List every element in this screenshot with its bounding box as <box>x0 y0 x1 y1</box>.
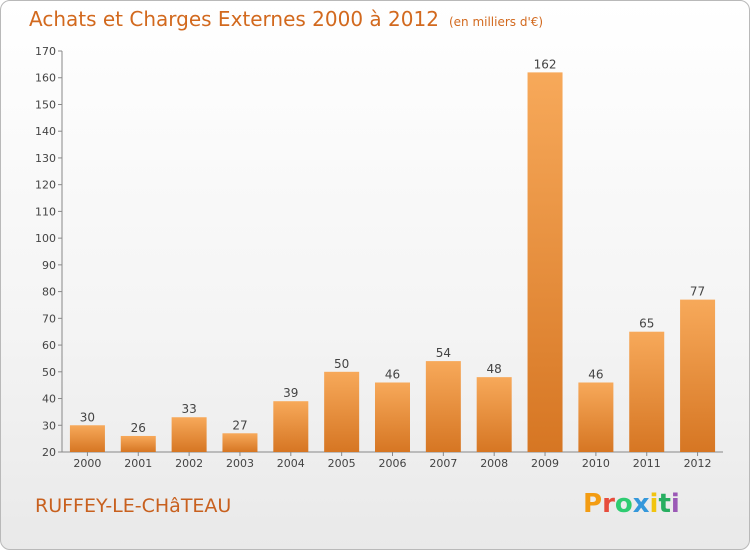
value-label-2003: 27 <box>232 418 247 432</box>
x-tick-label-2005: 2005 <box>328 457 356 470</box>
y-tick-label: 110 <box>35 205 56 218</box>
value-label-2008: 48 <box>487 362 502 376</box>
value-label-2001: 26 <box>131 421 146 435</box>
y-tick-label: 130 <box>35 152 56 165</box>
bar-2005 <box>324 371 360 452</box>
x-tick-label-2010: 2010 <box>582 457 610 470</box>
chart-title: Achats et Charges Externes 2000 à 2012 (e… <box>29 7 543 31</box>
bar-2000 <box>69 425 105 452</box>
y-tick-label: 20 <box>42 446 56 459</box>
bar-2011 <box>629 331 665 452</box>
value-label-2002: 33 <box>181 402 196 416</box>
value-label-2004: 39 <box>283 386 298 400</box>
logo-letter: x <box>632 489 650 519</box>
x-tick-label-2011: 2011 <box>633 457 661 470</box>
x-tick-label-2004: 2004 <box>277 457 305 470</box>
x-tick-label-2007: 2007 <box>429 457 457 470</box>
proxiti-logo: Proxiti <box>583 489 680 519</box>
y-tick-label: 150 <box>35 98 56 111</box>
bar-2004 <box>273 401 309 452</box>
y-tick-label: 50 <box>42 366 56 379</box>
value-label-2011: 65 <box>639 317 654 331</box>
y-tick-label: 70 <box>42 312 56 325</box>
bar-2008 <box>476 377 512 452</box>
x-tick-label-2002: 2002 <box>175 457 203 470</box>
y-tick-label: 160 <box>35 72 56 85</box>
bar-2010 <box>578 382 614 452</box>
y-tick-label: 140 <box>35 125 56 138</box>
logo-letter: r <box>602 489 615 519</box>
y-tick-label: 90 <box>42 259 56 272</box>
bar-2012 <box>680 299 716 452</box>
value-label-2006: 46 <box>385 367 400 381</box>
x-tick-label-2012: 2012 <box>684 457 712 470</box>
x-tick-label-2008: 2008 <box>480 457 508 470</box>
bar-2003 <box>222 433 258 452</box>
value-label-2007: 54 <box>436 346 451 360</box>
y-tick-label: 60 <box>42 339 56 352</box>
logo-letter: P <box>583 489 603 519</box>
x-tick-label-2006: 2006 <box>379 457 407 470</box>
y-tick-label: 170 <box>35 45 56 58</box>
title-text: Achats et Charges Externes 2000 à 2012 <box>29 7 439 31</box>
x-tick-label-2009: 2009 <box>531 457 559 470</box>
value-label-2012: 77 <box>690 285 705 299</box>
y-tick-label: 80 <box>42 286 56 299</box>
bar-2001 <box>120 435 156 452</box>
chart-subtitle: (en milliers d'€) <box>448 15 544 29</box>
value-label-2010: 46 <box>588 367 603 381</box>
value-label-2000: 30 <box>80 410 95 424</box>
logo-letter: i <box>649 489 659 519</box>
logo-letter: t <box>658 489 671 519</box>
x-tick-label-2001: 2001 <box>124 457 152 470</box>
y-tick-label: 30 <box>42 419 56 432</box>
bar-2006 <box>375 382 410 452</box>
bar-2007 <box>425 361 461 452</box>
y-tick-label: 40 <box>42 393 56 406</box>
y-tick-label: 100 <box>35 232 56 245</box>
x-tick-label-2003: 2003 <box>226 457 254 470</box>
logo-letter: i <box>670 489 680 519</box>
logo-letter: o <box>614 489 633 519</box>
bar-2009 <box>527 72 563 453</box>
y-tick-label: 120 <box>35 179 56 192</box>
x-tick-label-2000: 2000 <box>73 457 101 470</box>
value-label-2005: 50 <box>334 357 349 371</box>
value-label-2009: 162 <box>534 57 557 71</box>
commune-name: RUFFEY-LE-CHâTEAU <box>35 495 232 517</box>
bar-2002 <box>171 417 207 452</box>
